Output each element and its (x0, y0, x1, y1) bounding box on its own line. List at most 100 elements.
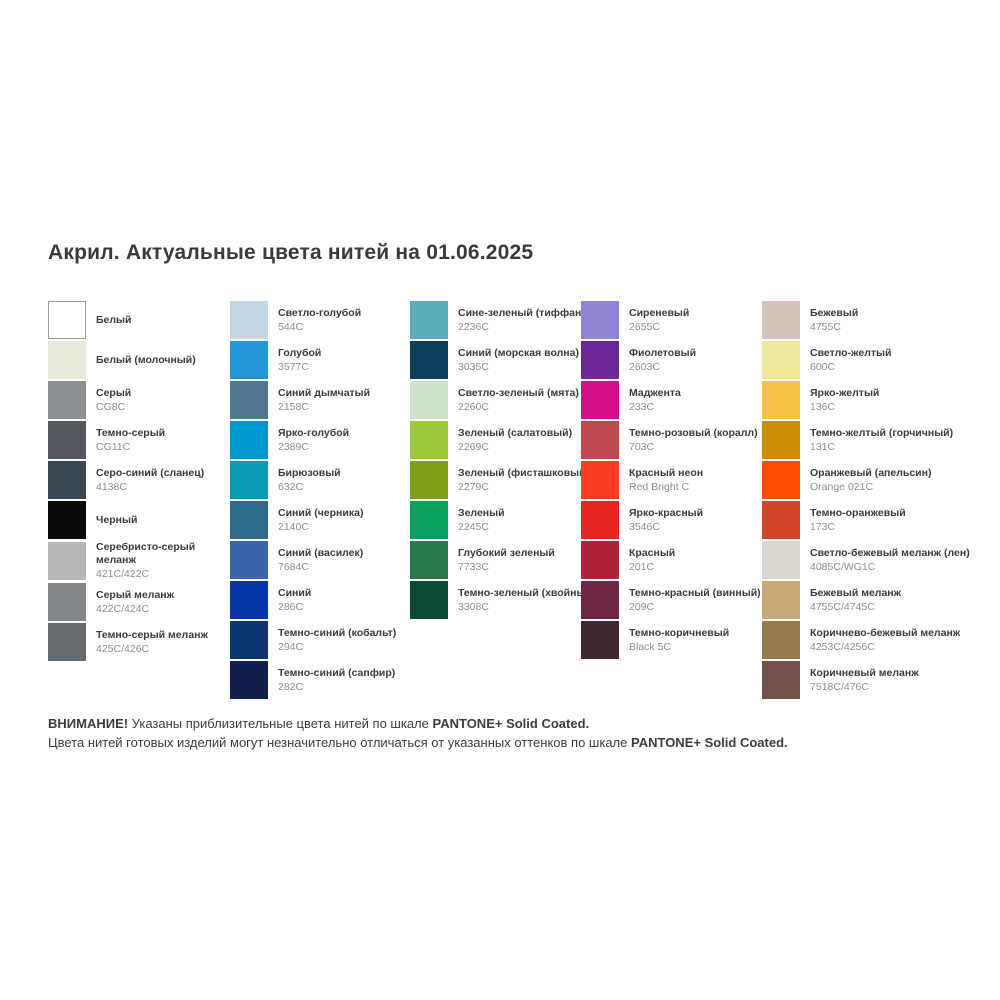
color-label: Синий 286C (278, 587, 311, 614)
color-row: Серый меланж 422C/424C (48, 583, 230, 621)
color-label: Синий (василек) 7684C (278, 547, 363, 574)
pantone-code: 2269C (458, 440, 489, 453)
color-swatch (762, 381, 800, 419)
color-row: Зеленый 2245C (410, 501, 581, 539)
pantone-code: 425C/426C (96, 642, 150, 655)
color-label: Черный (96, 514, 137, 527)
color-row: Темно-розовый (коралл) 703C (581, 421, 762, 459)
color-label: Маджента 233C (629, 387, 681, 414)
color-name: Синий (морская волна) (458, 346, 579, 359)
color-row: Оранжевый (апельсин) Orange 021C (762, 461, 952, 499)
color-label: Белый (96, 314, 131, 327)
color-label: Зеленый 2245C (458, 507, 505, 534)
color-name: Темно-синий (сапфир) (278, 666, 396, 679)
color-row: Коричневый меланж 7518C/476C (762, 661, 952, 699)
color-row: Светло-зеленый (мята) 2260C (410, 381, 581, 419)
color-name: Светло-желтый (810, 346, 892, 359)
color-swatch (48, 461, 86, 499)
color-swatch (581, 301, 619, 339)
color-swatch (48, 542, 86, 580)
color-label: Сине-зеленый (тиффани) 2236C (458, 307, 591, 334)
color-label: Зеленый (фисташковый) 2279C (458, 467, 589, 494)
color-label: Бежевый меланж 4755C/4745C (810, 587, 901, 614)
color-swatch (48, 421, 86, 459)
color-swatch (410, 541, 448, 579)
color-swatch (762, 501, 800, 539)
pantone-code: 3308C (458, 600, 489, 613)
color-row: Темно-серый меланж 425C/426C (48, 623, 230, 661)
color-name: Оранжевый (апельсин) (810, 466, 932, 479)
color-name: Синий (василек) (278, 546, 364, 559)
color-row: Синий дымчатый 2158C (230, 381, 410, 419)
pantone-code: 131C (810, 440, 836, 453)
color-row: Темно-синий (кобальт) 294C (230, 621, 410, 659)
pantone-code: 2158C (278, 400, 309, 413)
color-name: Синий (черника) (278, 506, 364, 519)
color-label: Синий (черника) 2140C (278, 507, 363, 534)
color-swatch (762, 421, 800, 459)
color-label: Сиреневый 2655C (629, 307, 689, 334)
color-name: Коричнево-бежевый меланж (810, 626, 961, 639)
pantone-code: Red Bright C (629, 480, 690, 493)
color-label: Синий (морская волна) 3035C (458, 347, 579, 374)
pantone-code: 136C (810, 400, 836, 413)
color-row: Белый (молочный) (48, 341, 230, 379)
pantone-code: 4138C (96, 480, 127, 493)
color-name: Красный неон (629, 466, 704, 479)
color-label: Светло-желтый 600C (810, 347, 891, 374)
color-swatch (762, 581, 800, 619)
color-row: Ярко-красный 3546C (581, 501, 762, 539)
color-label: Темно-серый меланж 425C/426C (96, 629, 208, 656)
pantone-code: 4085C/WG1C (810, 560, 876, 573)
color-label: Белый (молочный) (96, 354, 196, 367)
color-swatch (581, 621, 619, 659)
note-text: Указаны приблизительные цвета нитей по ш… (128, 716, 433, 731)
color-label: Бирюзовый 632C (278, 467, 341, 494)
color-swatch (581, 541, 619, 579)
color-label: Серый CG8C (96, 387, 131, 414)
color-name: Бирюзовый (278, 466, 341, 479)
color-label: Темно-коричневый Black 5C (629, 627, 729, 654)
color-row: Бежевый меланж 4755C/4745C (762, 581, 952, 619)
color-name: Маджента (629, 386, 681, 399)
pantone-code: 282C (278, 680, 304, 693)
pantone-code: 2603C (629, 360, 660, 373)
pantone-code: 209C (629, 600, 655, 613)
note-text: PANTONE+ Solid Coated. (631, 735, 788, 750)
color-name: Серый (96, 386, 132, 399)
color-label: Темно-зеленый (хвойный) 3308C (458, 587, 595, 614)
pantone-code: 4755C (810, 320, 841, 333)
color-label: Оранжевый (апельсин) Orange 021C (810, 467, 931, 494)
color-row: Синий 286C (230, 581, 410, 619)
color-row: Бирюзовый 632C (230, 461, 410, 499)
pantone-code: CG11C (96, 440, 131, 453)
color-swatch (48, 301, 86, 339)
note-line: Цвета нитей готовых изделий могут незнач… (48, 733, 788, 752)
color-name: Белый (молочный) (96, 353, 196, 366)
color-row: Светло-голубой 544C (230, 301, 410, 339)
color-name: Зеленый (458, 506, 505, 519)
color-row: Темно-коричневый Black 5C (581, 621, 762, 659)
color-row: Темно-серый CG11C (48, 421, 230, 459)
pantone-code: 7684C (278, 560, 309, 573)
color-swatch (410, 301, 448, 339)
color-name: Серебристо-серый меланж (96, 541, 196, 566)
color-swatch (410, 341, 448, 379)
color-name: Бежевый меланж (810, 586, 902, 599)
color-label: Синий дымчатый 2158C (278, 387, 370, 414)
color-label: Серый меланж 422C/424C (96, 589, 174, 616)
color-name: Красный (629, 546, 676, 559)
color-name: Светло-бежевый меланж (лен) (810, 546, 970, 559)
color-row: Ярко-голубой 2389C (230, 421, 410, 459)
color-swatch (581, 381, 619, 419)
color-name: Синий (278, 586, 312, 599)
color-swatch (762, 541, 800, 579)
note-line: ВНИМАНИЕ! Указаны приблизительные цвета … (48, 714, 788, 733)
color-row: Серебристо-серый меланж 421C/422C (48, 541, 230, 581)
pantone-code: 421C/422C (96, 568, 150, 580)
color-name: Глубокий зеленый (458, 546, 555, 559)
color-label: Темно-синий (кобальт) 294C (278, 627, 396, 654)
color-name: Темно-серый (96, 426, 166, 439)
color-label: Темно-серый CG11C (96, 427, 165, 454)
